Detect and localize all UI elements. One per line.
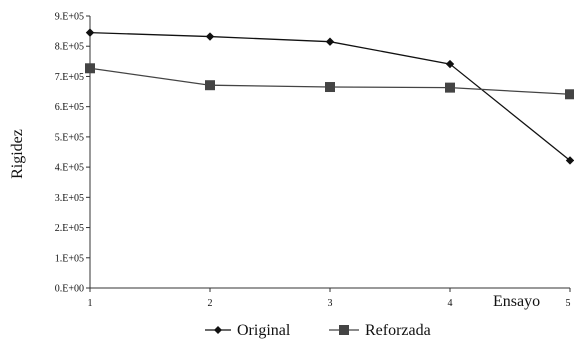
data-point-reforzada xyxy=(565,89,574,100)
legend-marker-reforzada xyxy=(339,325,349,335)
y-tick-label: 8.E+05 xyxy=(55,42,84,53)
series-layer xyxy=(85,28,574,165)
data-point-original xyxy=(205,32,215,41)
data-point-original xyxy=(445,59,455,69)
data-point-original xyxy=(565,156,574,165)
x-tick-label: 2 xyxy=(208,298,213,309)
legend-label-reforzada: Reforzada xyxy=(365,322,431,339)
y-axis-ticks: 0.E+00 1.E+05 2.E+05 3.E+05 4.E+05 5.E+05 6.E+… xyxy=(55,12,90,295)
y-axis-title: Rigidez xyxy=(9,129,26,179)
y-tick-label: 2.E+05 xyxy=(55,223,84,234)
y-tick-label: 3.E+05 xyxy=(55,193,84,204)
legend-item-original: Original xyxy=(205,322,291,339)
y-tick-label: 5.E+05 xyxy=(55,132,84,143)
y-tick-label: 4.E+05 xyxy=(55,163,84,174)
y-tick-label: 7.E+05 xyxy=(55,72,84,83)
x-axis-ticks: 1 2 3 4 5 xyxy=(88,288,571,309)
x-tick-label: 4 xyxy=(448,298,453,309)
x-axis-title: Ensayo xyxy=(493,293,540,310)
y-tick-label: 0.E+00 xyxy=(55,284,84,295)
data-point-reforzada xyxy=(85,63,95,74)
series-original xyxy=(85,28,574,165)
y-tick-label: 6.E+05 xyxy=(55,102,84,113)
series-line-original xyxy=(89,31,571,161)
legend-item-reforzada: Reforzada xyxy=(329,322,431,339)
axes xyxy=(89,16,570,289)
data-point-original xyxy=(325,37,335,46)
series-reforzada xyxy=(85,63,574,100)
data-point-reforzada xyxy=(445,82,455,93)
y-tick-label: 9.E+05 xyxy=(55,12,84,23)
legend-marker-original xyxy=(214,326,222,334)
data-point-original xyxy=(85,28,95,37)
x-tick-label: 5 xyxy=(566,298,571,309)
data-point-reforzada xyxy=(205,80,215,91)
y-tick-label: 1.E+05 xyxy=(55,253,84,264)
x-tick-label: 1 xyxy=(88,298,93,309)
x-tick-label: 3 xyxy=(328,298,333,309)
legend: Original Reforzada xyxy=(205,322,431,339)
data-point-reforzada xyxy=(325,82,335,93)
legend-label-original: Original xyxy=(237,322,291,339)
